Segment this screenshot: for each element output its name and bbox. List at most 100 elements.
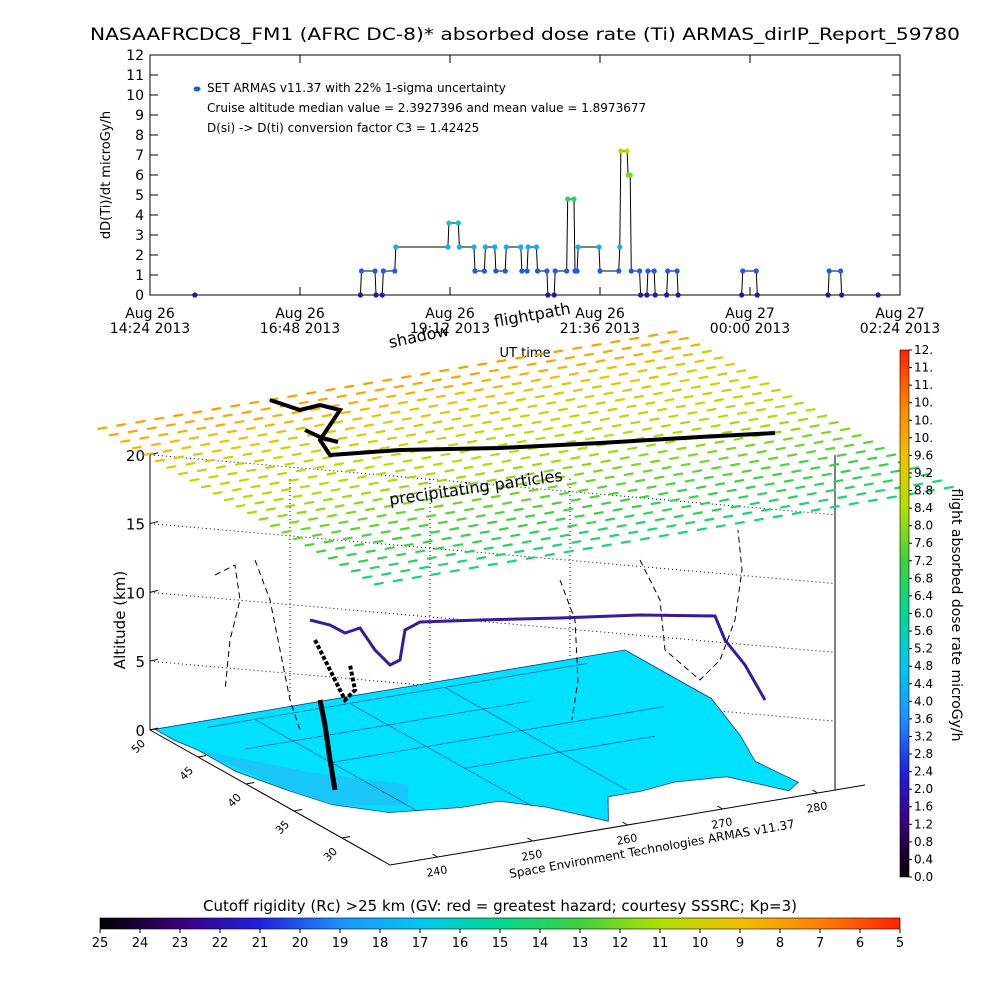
particle-dash (333, 420, 344, 424)
particle-dash (382, 420, 393, 424)
y-tick-label: 9 (135, 108, 144, 124)
colorbar-tick-label: 11. (914, 361, 933, 375)
particle-dash (565, 439, 577, 444)
particle-dash (663, 356, 674, 360)
particle-dash (219, 439, 230, 444)
particle-dash (507, 365, 518, 370)
particle-dash (878, 463, 889, 467)
colorbar-tick-label: 11. (914, 378, 933, 392)
particle-dash (481, 378, 492, 383)
particle-dash (563, 549, 574, 554)
particle-dash (204, 458, 215, 463)
particle-dash (418, 523, 429, 528)
particle-dash (421, 455, 432, 460)
particle-dash (238, 478, 250, 482)
data-point (357, 292, 364, 298)
particle-dash (426, 556, 437, 560)
particle-dash (452, 501, 463, 505)
y-tick-label: 2 (135, 248, 144, 264)
particle-dash (591, 343, 602, 347)
particle-dash (377, 555, 388, 560)
particle-dash (714, 440, 725, 444)
colorbar-tick-label: 4.4 (914, 677, 933, 691)
particle-dash (501, 459, 512, 463)
particle-dash (658, 491, 669, 496)
particle-dash (536, 520, 547, 525)
data-point (575, 244, 581, 250)
colorbar-tick-label: 2.4 (914, 765, 933, 779)
particle-dash (544, 553, 555, 557)
particle-dash (552, 543, 563, 547)
particle-dash (428, 404, 439, 408)
particle-dash (584, 436, 596, 441)
colorbar-tick-label: 6.0 (914, 607, 933, 621)
particle-dash (346, 552, 357, 557)
particle-dash (311, 491, 322, 495)
particle-dash (288, 478, 299, 482)
particle-dash (253, 416, 264, 421)
particle-dash (315, 507, 326, 512)
particle-dash (725, 446, 737, 451)
particle-dash (667, 330, 678, 334)
data-point (392, 268, 398, 274)
legend-label: SET ARMAS v11.37 with 22% 1-sigma uncert… (207, 81, 506, 95)
particle-dash (585, 478, 596, 483)
particle-dash (416, 397, 427, 402)
particle-dash (540, 494, 551, 499)
particle-dash (760, 466, 771, 470)
particle-dash (393, 384, 404, 389)
particle-dash (293, 536, 304, 541)
y-tick-label: 12 (126, 48, 144, 64)
particle-dash (120, 439, 131, 443)
lon-tick (622, 821, 628, 826)
particle-dash (840, 469, 851, 474)
particle-dash (753, 475, 764, 480)
lon-tick-label: 250 (520, 847, 543, 863)
particle-dash (303, 500, 315, 505)
particle-dash (375, 429, 386, 434)
particle-dash (335, 546, 346, 550)
particle-dash (654, 517, 665, 522)
particle-dash (709, 382, 721, 386)
colorbar-label: flight absorbed dose rate microGy/h (948, 489, 964, 742)
particle-dash (422, 539, 433, 544)
particle-dash (547, 485, 558, 489)
colorbar-tick-label: 4.0 (914, 694, 933, 708)
particle-dash (597, 485, 608, 489)
particle-dash (667, 372, 679, 376)
data-point (617, 244, 623, 250)
particle-dash (551, 501, 562, 505)
particle-dash (595, 401, 607, 405)
particle-dash (276, 471, 288, 476)
particle-dash (321, 413, 332, 418)
particle-dash (184, 419, 195, 424)
particle-dash (848, 501, 859, 506)
data-point (445, 244, 451, 250)
particle-dash (196, 426, 207, 431)
particle-dash (654, 475, 665, 480)
particle-dash (542, 427, 554, 431)
particle-dash (559, 491, 570, 496)
particle-dash (400, 568, 411, 573)
particle-dash (691, 427, 702, 431)
particle-dash (699, 459, 710, 464)
particle-dash (466, 439, 478, 444)
particle-dash (619, 456, 630, 460)
legend-marker (193, 86, 201, 92)
particle-dash (516, 439, 527, 444)
particle-dash (648, 375, 660, 380)
colorbar-tick-label: 12 (612, 936, 629, 951)
particle-dash (440, 452, 451, 457)
particle-dash (767, 414, 778, 419)
particle-dash (943, 485, 954, 490)
particle-dash (775, 446, 786, 451)
particle-dash (146, 426, 157, 430)
particle-dash (793, 401, 805, 406)
particle-dash (787, 453, 798, 457)
particle-dash (747, 375, 759, 380)
particle-dash (776, 488, 787, 493)
particle-dash (723, 514, 734, 519)
y-axis-label: dD(Ti)/dt microGy/h (99, 111, 114, 239)
particle-dash (488, 368, 499, 373)
